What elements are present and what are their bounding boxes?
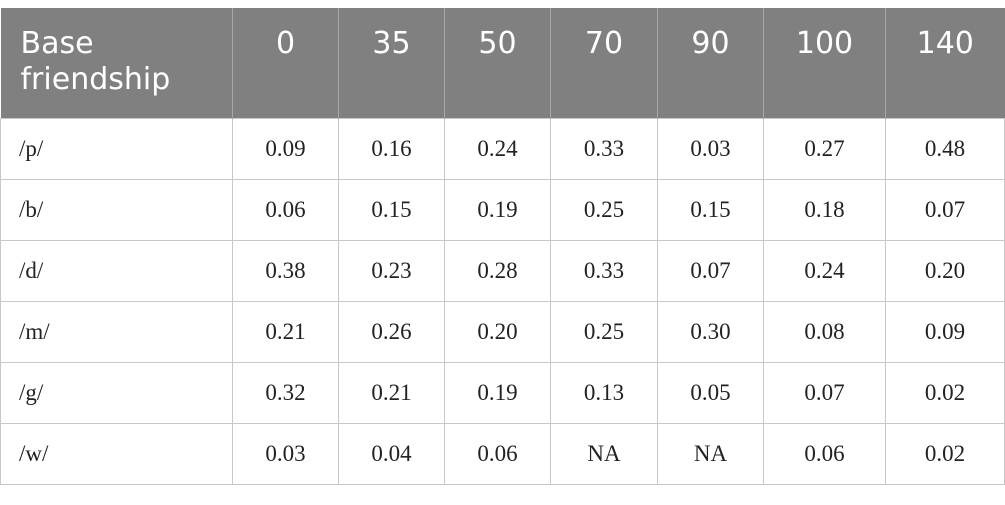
- table-cell: 0.27: [763, 118, 886, 180]
- data-table: Base friendship 0 35 50 70 90 100 140 /p/0.09 0.…: [0, 8, 1005, 485]
- table-cell: 0.20: [444, 301, 551, 363]
- table-cell: 0.09: [885, 301, 1005, 363]
- header-cell: 0: [232, 8, 339, 119]
- table-cell: 0.19: [444, 179, 551, 241]
- header-cell: 100: [763, 8, 886, 119]
- table-cell: 0.23: [338, 240, 445, 302]
- table-cell: 0.16: [338, 118, 445, 180]
- header-cell: Base friendship: [0, 8, 233, 119]
- table-row: /b/0.06 0.15 0.19 0.25 0.15 0.18 0.07: [0, 179, 1005, 241]
- table-cell: 0.21: [338, 362, 445, 424]
- table-cell: 0.03: [232, 423, 339, 485]
- table-cell: 0.28: [444, 240, 551, 302]
- row-label: /m/: [0, 301, 233, 363]
- header-cell: 90: [657, 8, 764, 119]
- table-cell: 0.07: [763, 362, 886, 424]
- header-text: 100: [795, 26, 854, 61]
- table-cell: 0.15: [657, 179, 764, 241]
- table-cell: 0.24: [444, 118, 551, 180]
- header-row: Base friendship 0 35 50 70 90 100 140: [0, 8, 1005, 119]
- table-cell: 0.06: [763, 423, 886, 485]
- header-text: Base friendship: [20, 26, 171, 97]
- table-cell: 0.02: [885, 423, 1005, 485]
- table-cell: 0.07: [885, 179, 1005, 241]
- table-cell: 0.09: [232, 118, 339, 180]
- table-cell: 0.08: [763, 301, 886, 363]
- header-text: 35: [372, 26, 411, 61]
- row-label: /b/: [0, 179, 233, 241]
- table-cell: 0.19: [444, 362, 551, 424]
- table-row: /d/0.38 0.23 0.28 0.33 0.07 0.24 0.20: [0, 240, 1005, 302]
- table-cell: 0.20: [885, 240, 1005, 302]
- table-cell: 0.24: [763, 240, 886, 302]
- table-cell: 0.33: [550, 240, 658, 302]
- table-cell: 0.07: [657, 240, 764, 302]
- header-cell: 35: [338, 8, 445, 119]
- header-text: 140: [916, 26, 974, 61]
- header-text: 90: [691, 26, 730, 61]
- table-cell: NA: [657, 423, 764, 485]
- header-cell: 70: [550, 8, 658, 119]
- table-row: /w/0.03 0.04 0.06 NA NA 0.06 0.02: [0, 423, 1005, 485]
- table-row: /m/0.21 0.26 0.20 0.25 0.30 0.08 0.09: [0, 301, 1005, 363]
- header-cell: 140: [885, 8, 1005, 119]
- header-text: 50: [478, 26, 517, 61]
- table-cell: 0.18: [763, 179, 886, 241]
- table-cell: 0.32: [232, 362, 339, 424]
- header-cell: 50: [444, 8, 551, 119]
- table-cell: 0.06: [232, 179, 339, 241]
- table-cell: 0.15: [338, 179, 445, 241]
- table-cell: 0.38: [232, 240, 339, 302]
- table-body: /p/0.09 0.16 0.24 0.33 0.03 0.27 0.48/b/0.06 0.…: [0, 118, 1005, 485]
- row-label: /d/: [0, 240, 233, 302]
- table-cell: NA: [550, 423, 658, 485]
- table-cell: 0.13: [550, 362, 658, 424]
- row-label: /g/: [0, 362, 233, 424]
- header-text: 0: [275, 26, 296, 61]
- table-cell: 0.25: [550, 301, 658, 363]
- table-cell: 0.33: [550, 118, 658, 180]
- table-cell: 0.48: [885, 118, 1005, 180]
- table-cell: 0.03: [657, 118, 764, 180]
- table-cell: 0.30: [657, 301, 764, 363]
- table-cell: 0.21: [232, 301, 339, 363]
- table-cell: 0.04: [338, 423, 445, 485]
- table-cell: 0.06: [444, 423, 551, 485]
- table-cell: 0.26: [338, 301, 445, 363]
- row-label: /p/: [0, 118, 233, 180]
- table-cell: 0.02: [885, 362, 1005, 424]
- row-label: /w/: [0, 423, 233, 485]
- table-row: /g/0.32 0.21 0.19 0.13 0.05 0.07 0.02: [0, 362, 1005, 424]
- table-row: /p/0.09 0.16 0.24 0.33 0.03 0.27 0.48: [0, 118, 1005, 180]
- table-cell: 0.25: [550, 179, 658, 241]
- header-text: 70: [584, 26, 624, 61]
- table-cell: 0.05: [657, 362, 764, 424]
